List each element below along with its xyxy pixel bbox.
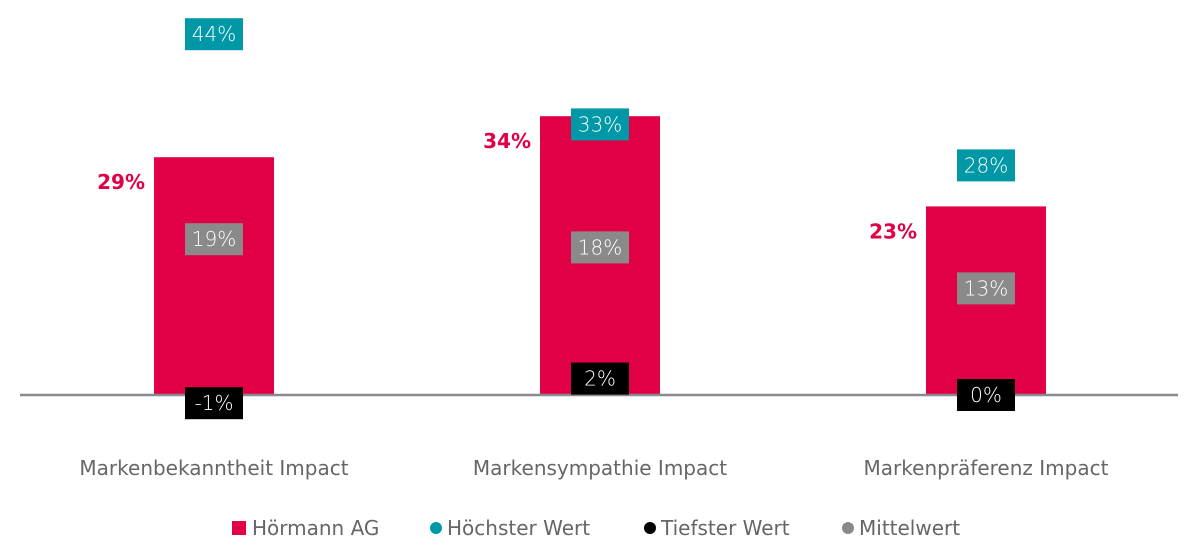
marker-box [571, 108, 629, 141]
legend-swatch-dot [430, 522, 442, 534]
legend-swatch-square [232, 521, 246, 535]
legend-label: Tiefster Wert [660, 516, 790, 540]
marker-label: -1% [195, 391, 234, 415]
legend-label: Hörmann AG [252, 516, 379, 540]
marker-box [571, 231, 629, 264]
marker-label: 13% [964, 276, 1008, 300]
legend-label: Mittelwert [859, 516, 960, 540]
marker-box [571, 362, 629, 395]
category-label: Markenbekanntheit Impact [79, 456, 348, 480]
legend-swatch-dot [644, 522, 656, 534]
data-label-hormann: 23% [869, 219, 917, 243]
marker-label: 28% [964, 153, 1008, 177]
marker-label: 19% [192, 227, 236, 251]
marker-label: 2% [584, 367, 616, 391]
category-label: Markensympathie Impact [473, 456, 727, 480]
marker-box [957, 149, 1015, 182]
legend-swatch-dot [842, 522, 854, 534]
marker-label: 18% [578, 235, 622, 259]
data-label-hormann: 29% [97, 170, 145, 194]
marker-label: 44% [192, 22, 236, 46]
marker-box [185, 387, 243, 420]
legend-label: Höchster Wert [447, 516, 590, 540]
marker-box [957, 379, 1015, 411]
data-label-hormann: 34% [483, 129, 531, 153]
marker-box [957, 272, 1015, 305]
marker-label: 33% [578, 112, 622, 136]
category-label: Markenpräferenz Impact [864, 456, 1109, 480]
bar-hormann [154, 157, 274, 395]
marker-box [185, 223, 243, 256]
marker-box [185, 18, 243, 51]
marker-label: 0% [970, 383, 1002, 407]
